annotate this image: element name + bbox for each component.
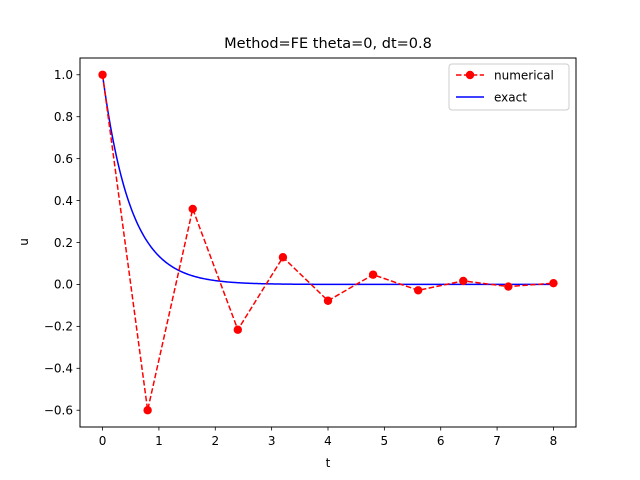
x-tick-label: 3: [268, 434, 276, 448]
y-tick-label: 1.0: [54, 68, 73, 82]
numerical-point: [549, 278, 558, 288]
chart-title: Method=FE theta=0, dt=0.8: [224, 36, 432, 52]
y-tick-label: 0.8: [54, 110, 73, 124]
y-tick-label: −0.2: [44, 320, 73, 334]
numerical-point: [368, 270, 378, 279]
y-tick-label: 0.0: [54, 278, 73, 292]
legend: numerical exact: [448, 63, 570, 111]
x-tick-label: 2: [211, 434, 219, 448]
legend-numerical-marker: [465, 70, 475, 80]
x-tick-label: 6: [437, 434, 445, 448]
y-tick-label: 0.4: [54, 194, 73, 208]
x-tick-label: 4: [324, 434, 332, 448]
numerical-point: [413, 286, 423, 295]
x-tick-label: 1: [155, 434, 163, 448]
numerical-point: [98, 70, 107, 79]
numerical-point: [233, 325, 243, 334]
y-axis-label: u: [17, 238, 31, 246]
numerical-point: [143, 406, 152, 415]
legend-exact-label: exact: [494, 91, 527, 105]
numerical-point: [459, 276, 468, 286]
numerical-point: [188, 204, 197, 214]
legend-box: [448, 63, 570, 111]
x-tick-label: 0: [99, 434, 107, 448]
numerical-point: [504, 282, 513, 291]
axis-ticks: 0 1 2 3 4 5 6 7 8 −0.6 −0.4 −0.2 0.0 0.2 0.4 0.6 0.8 1.0: [44, 68, 557, 448]
x-tick-label: 8: [550, 434, 558, 448]
plot-area: [98, 70, 558, 415]
legend-numerical-label: numerical: [494, 69, 554, 83]
numerical-point: [278, 253, 288, 262]
y-tick-label: −0.6: [44, 404, 73, 418]
x-tick-label: 5: [381, 434, 389, 448]
y-tick-label: 0.6: [54, 152, 73, 166]
x-axis-label: t: [326, 456, 331, 470]
numerical-point: [323, 296, 333, 305]
y-tick-label: 0.2: [54, 236, 73, 250]
series-exact-line: [101, 74, 554, 286]
y-tick-label: −0.4: [44, 362, 73, 376]
x-tick-label: 7: [493, 434, 501, 448]
